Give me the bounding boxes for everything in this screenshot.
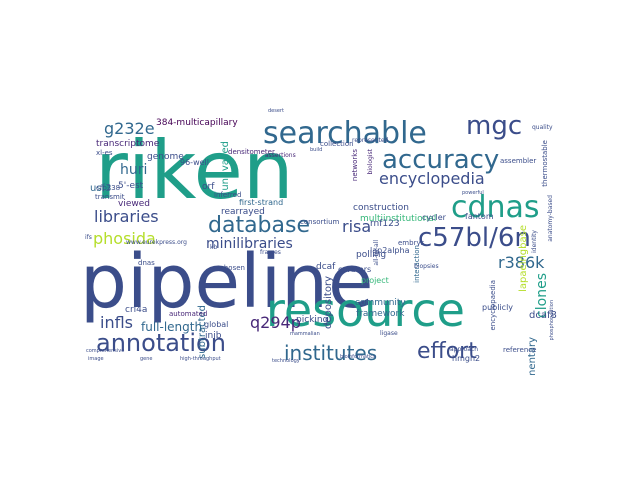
word-87: image [88,356,104,362]
word-26: lapaeingbase [518,225,529,292]
word-6: cdnas [451,190,540,225]
word-19: huri [120,162,148,178]
word-5: mgc [466,111,523,141]
word-45: community [355,298,406,308]
word-89: high-throughput [180,356,221,362]
word-0: pipeline [80,239,374,325]
word-60: embrys [398,239,425,247]
word-22: full-length [141,320,203,334]
word-16: infls [100,313,133,332]
word-33: viewed [118,199,150,209]
word-93: build [310,147,323,153]
word-17: minilibraries [206,236,293,252]
word-4: accuracy [382,145,500,175]
word-74: represented [352,137,389,144]
word-71: assembler [500,157,537,165]
word-79: www.eurekpress.org [126,239,187,246]
word-69: inferred [214,191,242,199]
word-24: complementary [527,337,538,375]
word-13: phosida [93,229,156,248]
word-41: construction [353,203,409,213]
word-65: encyclopaedia [489,280,497,331]
word-67: chosen [220,264,245,272]
word-2: resource [266,283,465,337]
word-32: 5'-est [118,181,144,191]
word-27: dcaf8 [529,310,557,321]
word-81: all-by-all [373,240,380,266]
word-77: xl-es [96,149,113,157]
word-85: approach [450,346,479,353]
word-31: 384-multicapillary [156,118,238,128]
word-76: cfp238 [96,184,121,192]
word-94: ligase [380,330,398,337]
word-40: first-strand [239,198,284,207]
word-9: annotation [96,329,226,357]
word-58: project [361,276,389,285]
word-80: identity [531,230,538,253]
word-90: technology [272,358,300,364]
word-21: r386k [498,253,545,272]
word-95: powerful [462,190,484,196]
word-56: consortium [300,218,340,226]
word-75: transmit [95,193,125,201]
word-46: framework [356,309,405,319]
word-86: comprehensive [86,348,125,354]
word-92: mammalian [290,331,320,337]
word-18: g232e [104,119,155,138]
word-44: polling [356,250,387,260]
word-64: publicly [482,303,514,312]
word-3: searchable [263,116,427,151]
word-55: biologist [367,149,374,175]
word-82: anatomy-based [547,195,554,242]
word-68: collection [320,140,354,148]
word-72: thermostable [541,140,549,187]
word-62: dcaf [316,262,336,272]
word-11: effort [417,339,477,364]
word-52: densitometer [228,148,275,156]
word-53: assertions [265,152,296,159]
word-61: cycler [422,213,446,222]
word-38: fantom [465,212,494,221]
word-39: rearrayed [221,207,265,217]
word-99: kb [210,244,218,251]
word-83: frames [260,249,281,256]
word-15: q294p [250,313,301,332]
word-66: reference [503,346,537,354]
word-51: automated [169,310,208,318]
word-50: crl4a [125,305,148,315]
word-98: ifs [85,234,92,241]
word-14: libraries [94,207,159,226]
word-42: rnf123 [370,219,400,229]
word-43: curators [338,265,372,274]
word-91: bioinformatics [340,354,376,360]
word-78: dnas [138,259,155,267]
word-8: database [208,213,310,238]
word-12: encyclopedia [379,169,485,188]
word-34: orf [202,182,215,192]
word-49: global [204,320,229,329]
word-1: riken [95,124,294,217]
word-57: lap2alpha [370,246,410,255]
word-35: usf3 [90,183,112,194]
word-37: multiinstitutional [360,214,437,224]
word-97: desert [268,108,284,114]
word-47: picking [296,315,329,325]
word-48: inib [205,331,222,341]
word-70: 96-well [180,158,209,167]
word-54: networks [351,149,359,182]
word-20: risa [342,217,372,236]
word-84: biopsies [414,263,439,270]
word-10: institutes [284,341,378,365]
word-30: genome [147,152,184,162]
word-7: c57bl/6n [418,223,531,253]
word-cloud: pipeline riken resource searchable accuracy m… [80,105,560,375]
word-29: transcriptome [96,139,160,149]
word-63: hmgn2 [452,354,481,363]
word-88: gene [140,356,153,362]
word-96: phosphorylation [549,300,555,341]
word-73: quality [532,124,553,131]
